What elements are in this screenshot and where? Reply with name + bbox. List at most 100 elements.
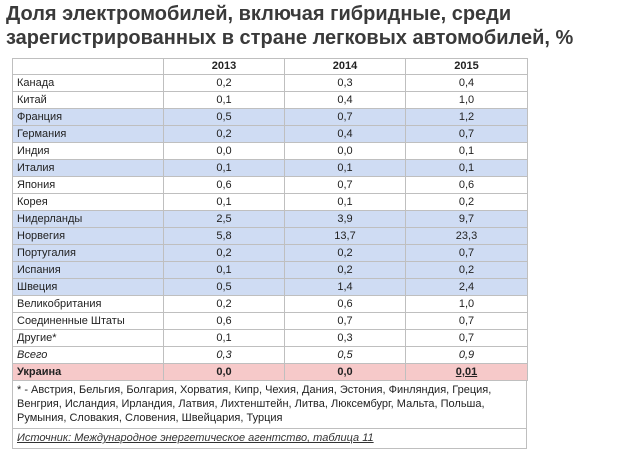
- header-cell-2013: 2013: [163, 58, 285, 75]
- value-cell: 0,1: [405, 159, 528, 177]
- row-label: Франция: [12, 108, 164, 126]
- row-label: Германия: [12, 125, 164, 143]
- value-cell: 0,4: [284, 91, 406, 109]
- value-cell: 0,1: [284, 193, 406, 211]
- table-row: Великобритания 0,2 0,6 1,0: [12, 295, 528, 313]
- value-cell: 0,1: [284, 159, 406, 177]
- table-row: Индия 0,0 0,0 0,1: [12, 142, 528, 160]
- value-cell: 0,3: [163, 346, 285, 364]
- row-label: Китай: [12, 91, 164, 109]
- footnote: * - Австрия, Бельгия, Болгария, Хорватия…: [12, 381, 527, 429]
- data-table: 2013 2014 2015 Канада 0,2 0,3 0,4 Китай 0,1 0,…: [12, 58, 528, 381]
- value-cell: 0,2: [284, 244, 406, 262]
- value-cell: 0,7: [405, 125, 528, 143]
- value-cell: 0,2: [163, 74, 285, 92]
- value-cell: 0,3: [284, 329, 406, 347]
- value-cell: 0,2: [405, 261, 528, 279]
- value-cell: 1,0: [405, 295, 528, 313]
- value-cell: 23,3: [405, 227, 528, 245]
- value-cell: 0,1: [163, 159, 285, 177]
- value-cell: 5,8: [163, 227, 285, 245]
- value-cell: 0,9: [405, 346, 528, 364]
- row-label: Испания: [12, 261, 164, 279]
- value-cell: 0,5: [163, 108, 285, 126]
- value-cell: 0,2: [163, 244, 285, 262]
- value-cell: 0,1: [405, 142, 528, 160]
- value-cell: 0,1: [163, 193, 285, 211]
- value-cell: 0,1: [163, 329, 285, 347]
- table-header-row: 2013 2014 2015: [12, 58, 528, 75]
- value-cell: 0,7: [284, 312, 406, 330]
- value-cell: 0,2: [163, 125, 285, 143]
- value-cell: 0,2: [163, 295, 285, 313]
- value-cell: 0,4: [284, 125, 406, 143]
- value-cell: 0,0: [163, 363, 285, 381]
- row-label: Соединенные Штаты: [12, 312, 164, 330]
- header-cell-2015: 2015: [405, 58, 528, 75]
- value-cell: 0,5: [284, 346, 406, 364]
- row-label: Украина: [12, 363, 164, 381]
- value-cell: 0,6: [405, 176, 528, 194]
- value-cell: 0,6: [284, 295, 406, 313]
- table-row: Украина 0,0 0,0 0,01: [12, 363, 528, 381]
- row-label: Нидерланды: [12, 210, 164, 228]
- value-cell: 0,5: [163, 278, 285, 296]
- table-row: Всего 0,3 0,5 0,9: [12, 346, 528, 364]
- table-row: Нидерланды 2,5 3,9 9,7: [12, 210, 528, 228]
- table-row: Канада 0,2 0,3 0,4: [12, 74, 528, 92]
- value-cell: 2,4: [405, 278, 528, 296]
- row-label: Норвегия: [12, 227, 164, 245]
- chart-title-line-1: Доля электромобилей, включая гибридные, …: [6, 3, 512, 25]
- value-cell: 0,7: [405, 329, 528, 347]
- row-label: Италия: [12, 159, 164, 177]
- value-cell: 0,0: [284, 142, 406, 160]
- chart-title: Доля электромобилей, включая гибридные, …: [6, 2, 634, 50]
- table-row: Португалия 0,2 0,2 0,7: [12, 244, 528, 262]
- value-cell: 1,2: [405, 108, 528, 126]
- value-cell: 0,7: [405, 244, 528, 262]
- header-cell-2014: 2014: [284, 58, 406, 75]
- value-cell: 0,7: [405, 312, 528, 330]
- value-cell: 0,2: [284, 261, 406, 279]
- table-row: Соединенные Штаты 0,6 0,7 0,7: [12, 312, 528, 330]
- chart-title-line-2: зарегистрированных в стране легковых авт…: [6, 27, 574, 49]
- data-table-container: 2013 2014 2015 Канада 0,2 0,3 0,4 Китай 0,1 0,…: [12, 58, 528, 449]
- value-cell: 0,7: [284, 108, 406, 126]
- table-row: Корея 0,1 0,1 0,2: [12, 193, 528, 211]
- source-note: Источник: Международное энергетическое а…: [12, 429, 527, 449]
- row-label: Португалия: [12, 244, 164, 262]
- value-cell: 1,0: [405, 91, 528, 109]
- value-cell: 1,4: [284, 278, 406, 296]
- row-label: Великобритания: [12, 295, 164, 313]
- value-cell: 13,7: [284, 227, 406, 245]
- source-link[interactable]: Источник: Международное энергетическое а…: [17, 432, 374, 444]
- value-cell: 0,0: [284, 363, 406, 381]
- table-row: Италия 0,1 0,1 0,1: [12, 159, 528, 177]
- row-label: Япония: [12, 176, 164, 194]
- table-row: Франция 0,5 0,7 1,2: [12, 108, 528, 126]
- value-cell: 0,1: [163, 91, 285, 109]
- value-cell: 0,1: [163, 261, 285, 279]
- table-body: Канада 0,2 0,3 0,4 Китай 0,1 0,4 1,0 Франция 0,5 0…: [12, 74, 528, 381]
- table-row: Норвегия 5,8 13,7 23,3: [12, 227, 528, 245]
- table-row: Другие* 0,1 0,3 0,7: [12, 329, 528, 347]
- value-cell: 9,7: [405, 210, 528, 228]
- row-label: Всего: [12, 346, 164, 364]
- table-row: Китай 0,1 0,4 1,0: [12, 91, 528, 109]
- value-cell: 0,7: [284, 176, 406, 194]
- value-cell: 0,6: [163, 312, 285, 330]
- row-label: Корея: [12, 193, 164, 211]
- value-cell: 0,3: [284, 74, 406, 92]
- row-label: Канада: [12, 74, 164, 92]
- table-row: Швеция 0,5 1,4 2,4: [12, 278, 528, 296]
- header-cell-country: [12, 58, 164, 75]
- value-cell: 0,01: [405, 363, 528, 381]
- value-cell: 0,2: [405, 193, 528, 211]
- row-label: Швеция: [12, 278, 164, 296]
- value-cell: 0,0: [163, 142, 285, 160]
- table-row: Япония 0,6 0,7 0,6: [12, 176, 528, 194]
- row-label: Другие*: [12, 329, 164, 347]
- row-label: Индия: [12, 142, 164, 160]
- value-cell: 3,9: [284, 210, 406, 228]
- table-row: Испания 0,1 0,2 0,2: [12, 261, 528, 279]
